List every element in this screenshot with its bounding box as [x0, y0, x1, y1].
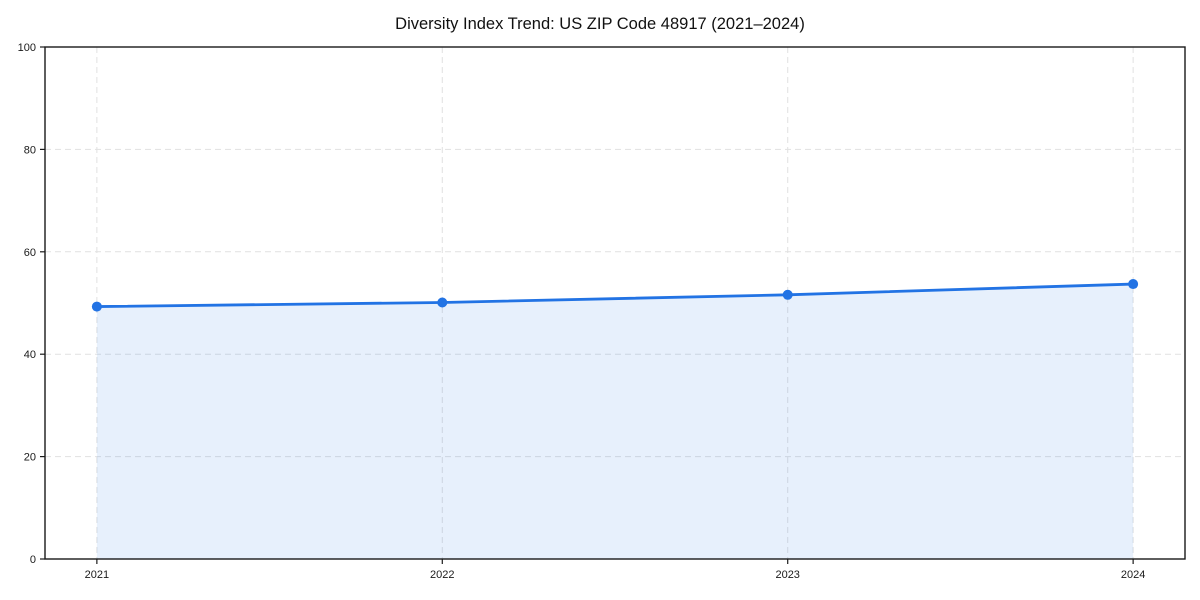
data-point-marker [91, 301, 102, 312]
y-tick-label: 40 [24, 349, 36, 361]
x-tick-label: 2022 [430, 569, 454, 581]
data-point-marker [437, 297, 448, 308]
x-tick-label: 2023 [775, 569, 799, 581]
x-tick-label: 2021 [85, 569, 109, 581]
axis-spines [44, 46, 1186, 560]
series-layer [91, 279, 1139, 559]
area-fill [96, 284, 1134, 559]
y-tick-label: 0 [30, 554, 36, 566]
data-point-marker [782, 289, 793, 300]
trend-line [95, 282, 1135, 308]
data-point-marker [1128, 279, 1139, 290]
y-tick-label: 60 [24, 247, 36, 259]
gridlines-layer [45, 47, 1185, 559]
chart-title: Diversity Index Trend: US ZIP Code 48917… [395, 15, 805, 33]
y-tick-label: 80 [24, 144, 36, 156]
plot-background [45, 47, 1185, 559]
y-tick-label: 20 [24, 452, 36, 464]
axes-layer: 0 20 40 60 80 100 2021 2022 2023 2024 [18, 42, 1186, 581]
x-tick-label: 2024 [1121, 569, 1145, 581]
y-tick-label: 100 [18, 42, 36, 54]
